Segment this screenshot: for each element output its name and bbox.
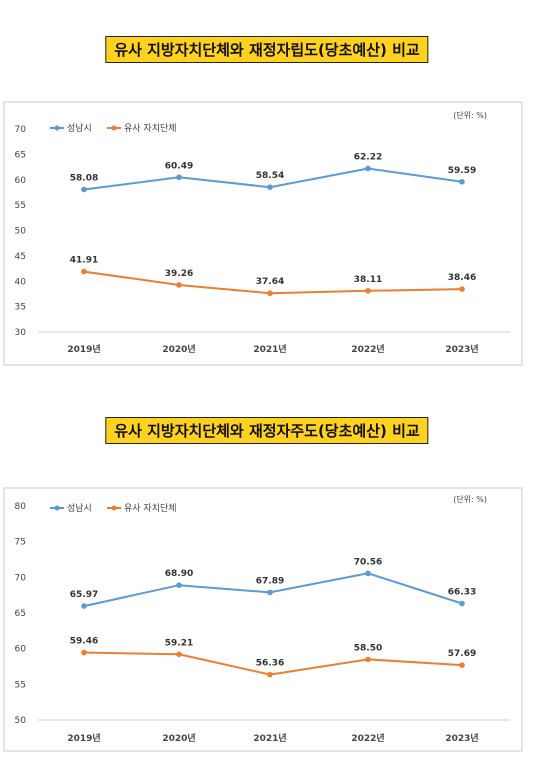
x-tick-label: 2021년 xyxy=(253,732,286,744)
data-point xyxy=(365,165,371,172)
data-point xyxy=(81,603,87,609)
data-label: 38.46 xyxy=(448,273,476,283)
data-label: 58.54 xyxy=(256,171,284,181)
chart-1: (단위: %) 30 35 40 45 50 55 60 65 70 2019년 2020년 2021년… xyxy=(3,101,523,366)
data-point xyxy=(176,174,182,181)
data-label: 70.56 xyxy=(354,557,382,567)
y-tick-label: 35 xyxy=(15,303,26,313)
y-tick-label: 50 xyxy=(15,227,27,237)
data-point xyxy=(176,282,182,288)
legend-marker xyxy=(54,125,60,131)
data-point xyxy=(459,600,465,607)
data-label: 39.26 xyxy=(165,269,193,279)
data-label: 59.46 xyxy=(70,637,98,647)
x-tick-label: 2022년 xyxy=(351,343,384,355)
y-tick-label: 70 xyxy=(15,125,27,135)
chart-2: (단위: %) 50 55 60 65 70 75 80 2019년 2020년 2021년 2022… xyxy=(3,487,523,752)
data-point xyxy=(267,184,273,190)
data-point xyxy=(81,268,87,275)
data-label: 60.49 xyxy=(165,161,193,171)
data-point xyxy=(365,288,371,294)
unit-label: (단위: %) xyxy=(453,494,487,504)
data-label: 58.50 xyxy=(354,643,382,653)
y-tick-label: 45 xyxy=(15,252,26,262)
data-label: 41.91 xyxy=(70,256,98,266)
legend-label: 성남시 xyxy=(67,503,92,514)
x-tick-label: 2023년 xyxy=(445,343,478,355)
chart-frame xyxy=(3,101,523,366)
data-point xyxy=(459,662,465,668)
chart-frame xyxy=(3,487,523,752)
y-tick-label: 60 xyxy=(15,645,27,655)
legend-marker xyxy=(111,125,117,131)
data-point xyxy=(459,179,465,185)
y-tick-label: 80 xyxy=(15,502,27,512)
data-point xyxy=(267,589,273,596)
y-tick-label: 50 xyxy=(15,716,27,726)
data-label: 57.69 xyxy=(448,649,476,659)
x-tick-label: 2022년 xyxy=(351,732,384,744)
data-point xyxy=(267,671,273,678)
data-point xyxy=(176,582,182,588)
data-label: 38.11 xyxy=(354,275,382,285)
data-label: 68.90 xyxy=(165,569,193,579)
x-tick-label: 2023년 xyxy=(445,732,478,744)
x-tick-label: 2020년 xyxy=(162,732,195,744)
data-label: 62.22 xyxy=(354,152,382,162)
data-point xyxy=(365,570,371,577)
x-tick-label: 2020년 xyxy=(162,343,195,355)
chart-1-title: 유사 지방자치단체와 재정자립도(당초예산) 비교 xyxy=(105,36,429,63)
x-tick-label: 2019년 xyxy=(67,732,100,744)
y-tick-label: 55 xyxy=(15,680,26,690)
data-point xyxy=(459,286,465,292)
y-tick-label: 65 xyxy=(15,609,26,619)
legend-marker xyxy=(111,505,117,511)
data-label: 56.36 xyxy=(256,659,284,669)
legend-label: 유사 자치단체 xyxy=(124,122,177,134)
data-label: 66.33 xyxy=(448,588,476,598)
data-label: 59.21 xyxy=(165,638,193,648)
legend-label: 성남시 xyxy=(67,123,92,134)
x-tick-label: 2019년 xyxy=(67,343,100,355)
data-point xyxy=(176,651,182,658)
y-tick-label: 65 xyxy=(15,150,26,160)
data-point xyxy=(365,656,371,663)
y-tick-label: 70 xyxy=(15,573,27,583)
y-tick-label: 30 xyxy=(15,328,27,338)
y-tick-label: 75 xyxy=(15,538,26,548)
data-point xyxy=(267,290,273,297)
legend-marker xyxy=(54,505,60,511)
legend-label: 유사 자치단체 xyxy=(124,502,177,514)
chart-2-title: 유사 지방자치단체와 재정자주도(당초예산) 비교 xyxy=(105,417,429,444)
data-point xyxy=(81,649,87,656)
data-label: 65.97 xyxy=(70,590,98,600)
data-label: 59.59 xyxy=(448,166,476,176)
unit-label: (단위: %) xyxy=(453,110,487,120)
x-tick-label: 2021년 xyxy=(253,343,286,355)
data-label: 37.64 xyxy=(256,277,284,287)
y-tick-label: 40 xyxy=(15,277,27,287)
data-label: 67.89 xyxy=(256,576,284,586)
y-tick-label: 60 xyxy=(15,176,27,186)
y-tick-label: 55 xyxy=(15,201,26,211)
data-point xyxy=(81,186,87,193)
data-label: 58.08 xyxy=(70,173,98,183)
